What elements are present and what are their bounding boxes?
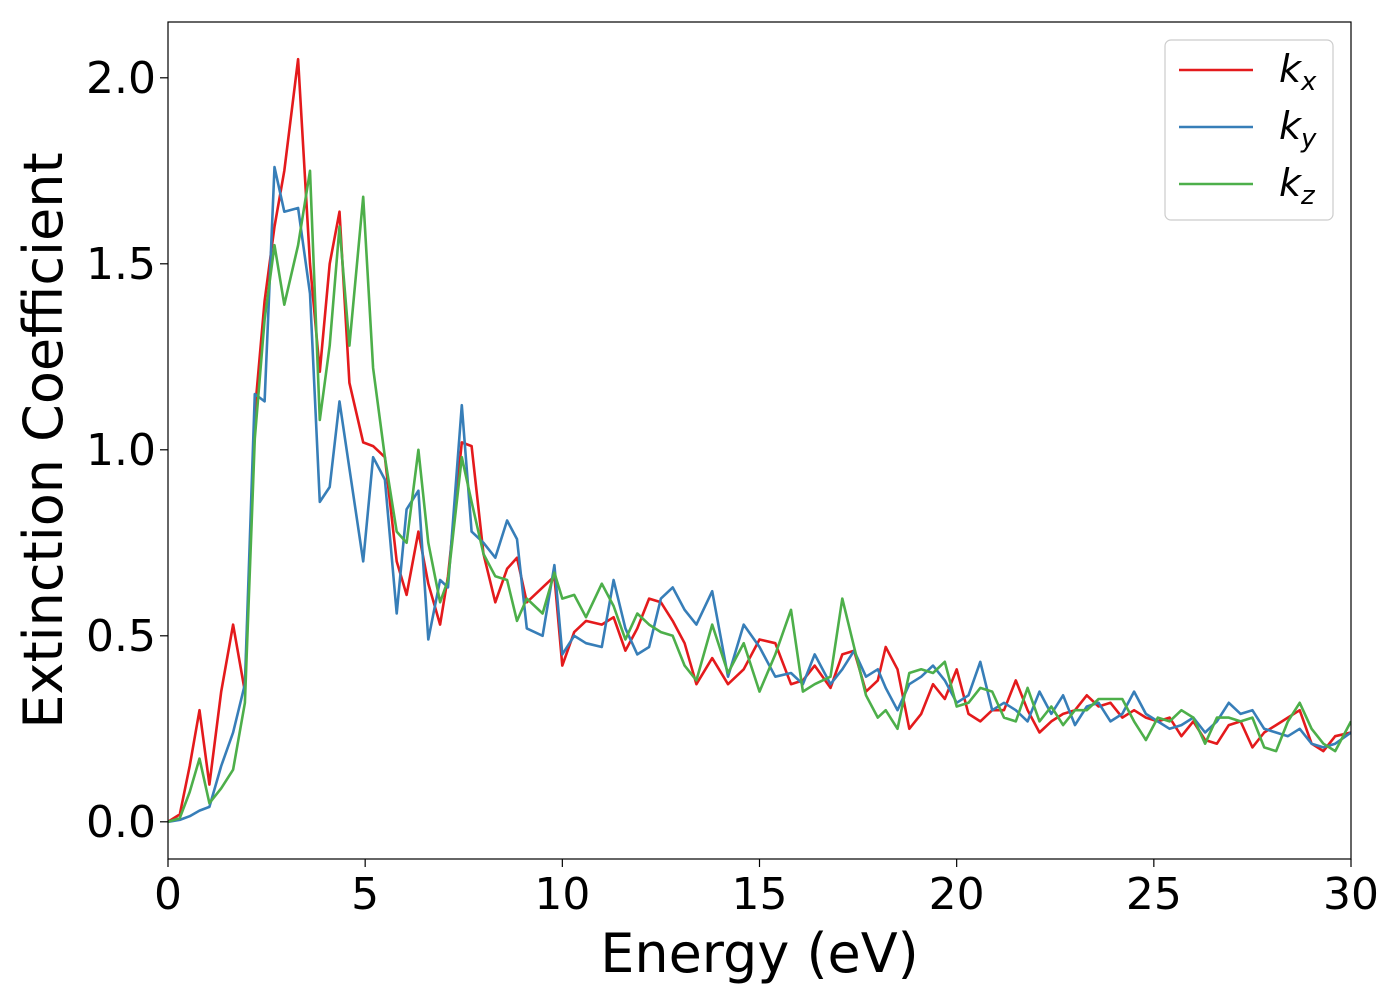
x-tick-label: 15 bbox=[732, 869, 788, 920]
y-axis-label: Extinction Coefficient bbox=[12, 152, 75, 728]
y-tick-label: 1.0 bbox=[86, 425, 156, 476]
ticks-layer: 0 5 10 15 20 25 30 0.0 0.5 1.0 1.5 2.0 bbox=[86, 53, 1379, 920]
y-tick-label: 0.5 bbox=[86, 611, 156, 662]
x-tick-label: 25 bbox=[1126, 869, 1182, 920]
legend-label-k-y: ky bbox=[1279, 104, 1317, 154]
x-tick-label: 0 bbox=[154, 869, 182, 920]
legend-label-k-z: kz bbox=[1279, 161, 1316, 211]
series-line-k-z bbox=[168, 169, 1351, 824]
y-tick-label: 1.5 bbox=[86, 239, 156, 290]
x-tick-label: 10 bbox=[534, 869, 590, 920]
y-tick-label: 2.0 bbox=[86, 53, 156, 104]
series-line-k-x bbox=[168, 57, 1351, 823]
x-axis-label: Energy (eV) bbox=[600, 922, 919, 985]
x-tick-label: 5 bbox=[351, 869, 379, 920]
legend-box bbox=[1164, 39, 1334, 221]
legend: kx ky kz bbox=[1164, 39, 1334, 221]
x-tick-label: 20 bbox=[929, 869, 985, 920]
legend-label-k-x: kx bbox=[1279, 47, 1317, 97]
x-tick-label: 30 bbox=[1323, 869, 1379, 920]
series-line-k-y bbox=[168, 165, 1351, 824]
y-tick-label: 0.0 bbox=[86, 797, 156, 848]
series-layer bbox=[168, 57, 1351, 824]
